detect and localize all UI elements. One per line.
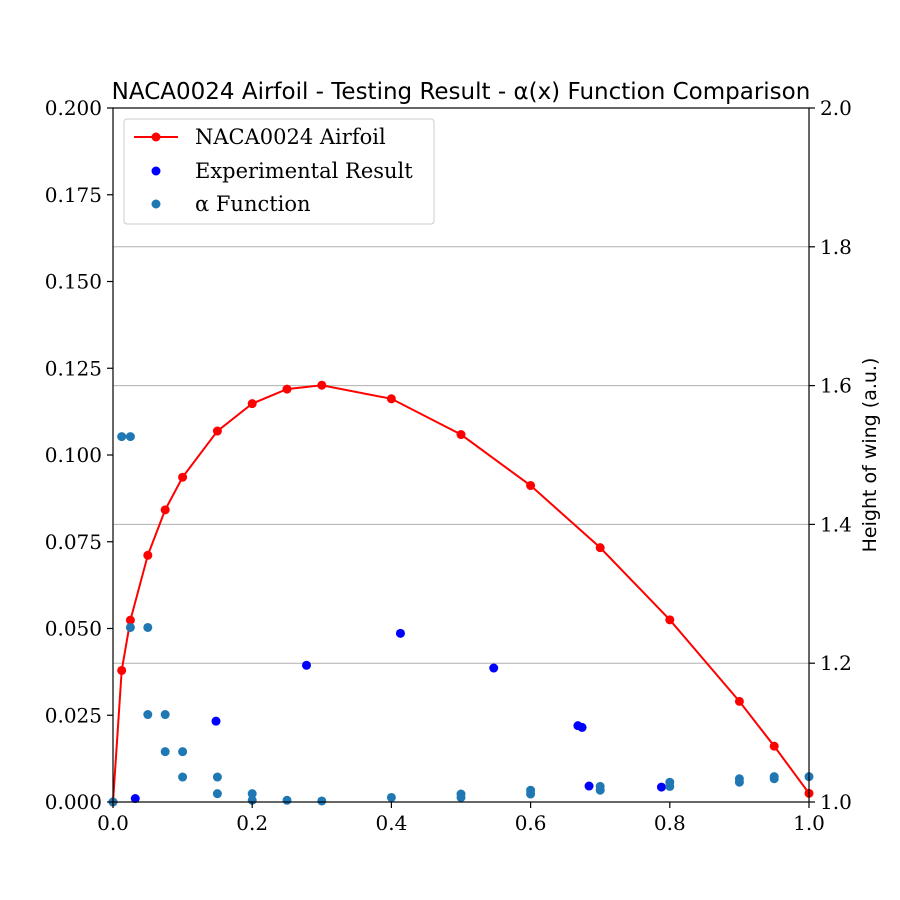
data-point-naca0024-airfoil <box>117 665 127 675</box>
legend-marker-naca <box>151 132 161 142</box>
y2-tick-label: 2.0 <box>820 96 852 120</box>
data-point-experimental-result <box>584 781 594 791</box>
data-point-function <box>160 710 170 720</box>
data-point-function <box>178 772 188 782</box>
y-tick-label: 0.150 <box>45 270 102 294</box>
data-point-function <box>178 747 188 757</box>
y-tick-label: 0.100 <box>45 443 102 467</box>
data-point-function <box>456 789 466 799</box>
data-point-experimental-result <box>130 794 140 804</box>
x-tick-label: 0.6 <box>515 811 547 835</box>
data-point-function <box>117 432 127 442</box>
x-tick-label: 0.0 <box>97 811 129 835</box>
data-point-naca0024-airfoil <box>595 543 605 553</box>
y-tick-label: 0.125 <box>45 356 102 380</box>
data-point-naca0024-airfoil <box>734 696 744 706</box>
data-point-function <box>212 772 222 782</box>
data-point-naca0024-airfoil <box>178 472 188 482</box>
data-point-naca0024-airfoil <box>317 380 327 390</box>
legend-label-naca: NACA0024 Airfoil <box>195 125 386 149</box>
legend-label-experimental: Experimental Result <box>195 159 413 183</box>
data-point-naca0024-airfoil <box>143 550 153 560</box>
y2-tick-label: 1.4 <box>820 512 852 536</box>
y2-tick-label: 1.2 <box>820 651 852 675</box>
y-tick-label: 0.200 <box>45 96 102 120</box>
chart-title: NACA0024 Airfoil - Testing Result - α(x)… <box>112 79 811 105</box>
series-line-naca0024-airfoil <box>112 384 810 803</box>
data-point-naca0024-airfoil <box>247 399 257 409</box>
data-point-experimental-result <box>577 722 587 732</box>
x-tick-label: 0.8 <box>654 811 686 835</box>
axes: 0.0 0.2 0.4 0.6 0.8 1.0 0.000 0.025 0.050 0.075 0.… <box>45 96 852 835</box>
legend-box <box>123 118 435 225</box>
data-point-experimental-result <box>656 782 666 792</box>
y2-tick-label: 1.6 <box>820 374 852 398</box>
data-point-naca0024-airfoil <box>769 741 779 751</box>
y-tick-label: 0.075 <box>45 530 102 554</box>
y-tick-label: 0.050 <box>45 617 102 641</box>
data-point-function <box>734 774 744 784</box>
y-tick-label: 0.000 <box>45 790 102 814</box>
data-point-naca0024-airfoil <box>212 426 222 436</box>
data-point-naca0024-airfoil <box>282 384 292 394</box>
data-point-function <box>595 781 605 791</box>
legend-marker-experimental <box>151 166 161 176</box>
data-point-function <box>526 785 536 795</box>
data-point-function <box>212 789 222 799</box>
data-point-naca0024-airfoil <box>526 481 536 491</box>
data-point-function <box>282 795 292 805</box>
data-point-function <box>125 622 135 632</box>
grid <box>113 246 809 664</box>
series <box>108 380 814 807</box>
x-tick-label: 1.0 <box>793 811 825 835</box>
data-point-experimental-result <box>489 663 499 673</box>
data-point-experimental-result <box>211 716 221 726</box>
data-point-function <box>386 792 396 802</box>
data-point-function <box>769 772 779 782</box>
legend: NACA0024 Airfoil Experimental Result α F… <box>123 118 435 225</box>
data-point-function <box>143 622 153 632</box>
data-point-experimental-result <box>301 660 311 670</box>
data-point-naca0024-airfoil <box>160 505 170 515</box>
y-tick-label: 0.175 <box>45 183 102 207</box>
y2-tick-label: 1.0 <box>820 790 852 814</box>
right-axis-label: Height of wing (a.u.) <box>859 358 881 553</box>
data-point-naca0024-airfoil <box>456 430 466 440</box>
x-tick-label: 0.4 <box>375 811 407 835</box>
data-point-function <box>665 777 675 787</box>
y2-tick-label: 1.8 <box>820 235 852 259</box>
data-point-naca0024-airfoil <box>665 615 675 625</box>
data-point-naca0024-airfoil <box>125 615 135 625</box>
data-point-function <box>125 432 135 442</box>
data-point-function <box>247 789 257 799</box>
y-tick-label: 0.025 <box>45 703 102 727</box>
data-point-function <box>160 747 170 757</box>
data-point-naca0024-airfoil <box>386 394 396 404</box>
data-point-function <box>317 796 327 806</box>
legend-label-alpha: α Function <box>195 192 311 216</box>
data-point-experimental-result <box>395 628 405 638</box>
x-tick-label: 0.2 <box>236 811 268 835</box>
data-point-function <box>143 710 153 720</box>
legend-marker-alpha <box>151 199 161 209</box>
